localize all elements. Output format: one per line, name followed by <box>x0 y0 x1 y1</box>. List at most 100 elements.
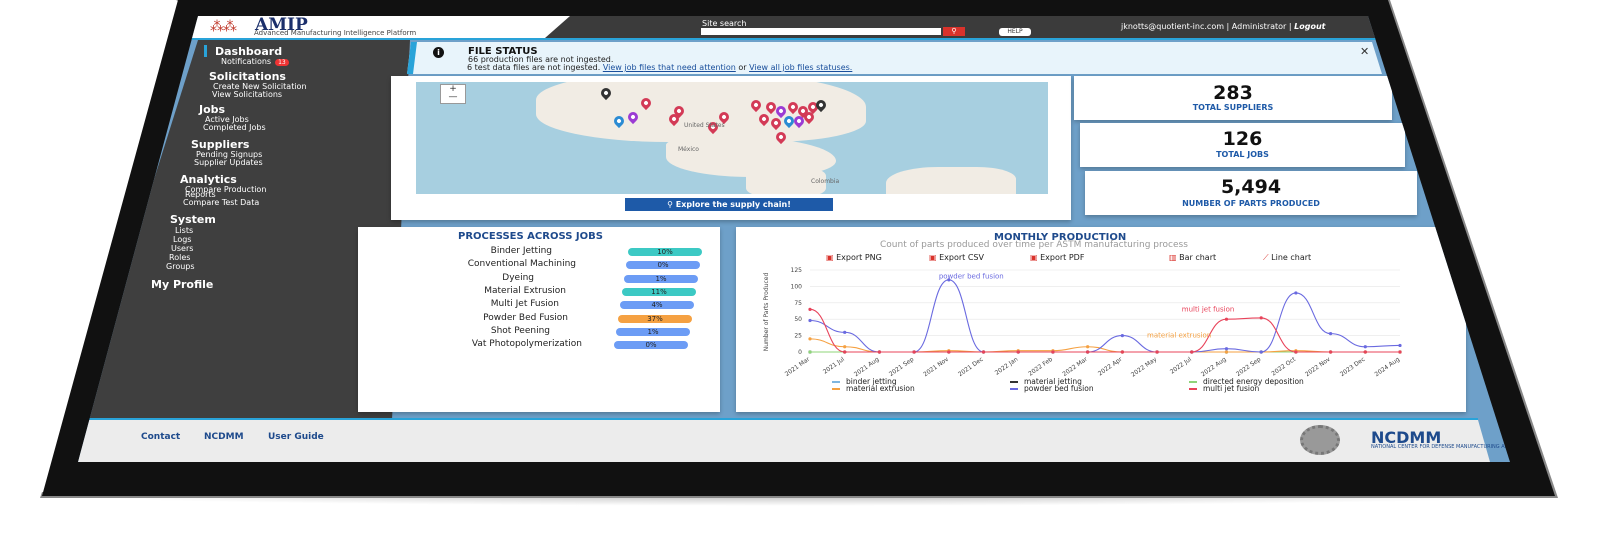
explore-supply-chain-button[interactable]: ⚲ Explore the supply chain! <box>625 198 833 211</box>
sidebar-item-roles[interactable]: Roles <box>169 253 191 262</box>
y-tick-label: 125 <box>791 267 803 274</box>
data-point <box>808 318 812 323</box>
process-name: Binder Jetting <box>490 246 552 256</box>
file-status-line2: 6 test data files are not ingested. View… <box>467 63 852 72</box>
bar-chart-button[interactable]: ▥ Bar chart <box>1169 253 1216 262</box>
x-tick-label: 2021 Mar <box>784 356 812 378</box>
data-point <box>981 350 986 354</box>
help-button[interactable]: HELP <box>999 28 1031 36</box>
view-all-statuses-link[interactable]: View all job files statuses. <box>749 63 853 72</box>
monthly-production-title: MONTHLY PRODUCTION <box>994 232 1127 243</box>
sidebar-item-groups[interactable]: Groups <box>166 262 195 271</box>
zoom-in-icon[interactable]: + <box>449 84 457 94</box>
map-label-mexico: México <box>678 146 699 153</box>
sidebar-item-compare-production-line2[interactable]: Reports <box>185 190 216 199</box>
series-line <box>809 338 1400 353</box>
x-tick-label: 2022 Apr <box>1097 356 1124 378</box>
separator: | <box>1288 22 1292 31</box>
sidebar-item-view-solicitations[interactable]: View Solicitations <box>212 90 283 99</box>
sidebar-item-completed-jobs[interactable]: Completed Jobs <box>203 123 266 132</box>
legend-item[interactable]: powder bed fusion <box>1010 384 1094 393</box>
ncdmm-link[interactable]: NCDMM <box>204 432 244 442</box>
legend-item[interactable]: binder jetting <box>832 377 897 386</box>
sidebar-item-my-profile[interactable]: My Profile <box>151 278 214 291</box>
sidebar-heading-solicitations[interactable]: Solicitations <box>209 70 286 83</box>
sidebar-heading-jobs[interactable]: Jobs <box>199 103 226 116</box>
data-point <box>1086 345 1090 349</box>
data-point <box>808 350 812 354</box>
x-tick-label: 2022 Mar <box>1061 356 1089 378</box>
data-point <box>1224 350 1229 354</box>
sidebar-item-pending-signups[interactable]: Pending Signups <box>196 150 263 159</box>
process-name: Conventional Machining <box>467 259 576 270</box>
logout-link[interactable]: Logout <box>1294 22 1326 31</box>
export-csv-button[interactable]: ▣ Export CSV <box>929 253 984 262</box>
stat-card-suppliers <box>1074 76 1392 120</box>
data-point <box>1363 345 1367 349</box>
search-icon[interactable]: ⚲ <box>943 27 965 36</box>
sidebar-heading-suppliers[interactable]: Suppliers <box>191 138 250 151</box>
legend-item[interactable]: material jetting <box>1010 377 1082 386</box>
data-point <box>947 278 951 282</box>
process-percentage-badge: 4% <box>620 301 694 310</box>
x-tick-label: 2022 Sep <box>1235 356 1263 378</box>
supply-chain-map[interactable]: United States México Colombia <box>416 82 1048 194</box>
legend-item[interactable]: material extrusion <box>832 384 915 393</box>
data-point <box>1016 350 1020 354</box>
y-tick-label: 100 <box>791 283 803 290</box>
csv-icon: ▣ <box>929 253 937 262</box>
contact-link[interactable]: Contact <box>141 432 181 442</box>
data-point <box>808 307 812 311</box>
sidebar-item-users[interactable]: Users <box>171 244 194 253</box>
data-point <box>1224 347 1229 351</box>
bar-chart-label: Bar chart <box>1179 253 1217 262</box>
site-search-input[interactable] <box>701 28 941 35</box>
sidebar-item-compare-test[interactable]: Compare Test Data <box>183 198 260 207</box>
legend-item[interactable]: directed energy deposition <box>1189 377 1304 386</box>
sidebar-item-active-jobs[interactable]: Active Jobs <box>205 115 249 124</box>
sidebar-heading-analytics[interactable]: Analytics <box>180 173 237 186</box>
parts-produced-label: NUMBER OF PARTS PRODUCED <box>1182 199 1320 208</box>
file-status-accent <box>407 42 417 74</box>
sidebar-item-notifications[interactable]: Notifications 13 <box>221 57 289 66</box>
logo-area <box>190 16 570 38</box>
line-chart-button[interactable]: ⟋ Line chart <box>1263 253 1311 263</box>
view-attention-link[interactable]: View job files that need attention <box>602 63 736 72</box>
data-point <box>1398 350 1402 354</box>
app-title[interactable]: AMIP <box>255 15 308 35</box>
stat-card-jobs <box>1080 123 1405 167</box>
notifications-badge: 13 <box>275 59 289 66</box>
legend-swatch <box>1010 381 1018 383</box>
x-tick-label: 2022 Feb <box>1027 356 1054 378</box>
or-text: or <box>738 63 747 72</box>
process-name: Dyeing <box>502 272 534 283</box>
map-zoom-control[interactable]: + — <box>440 84 466 104</box>
legend-item[interactable]: multi jet fusion <box>1189 384 1259 393</box>
sidebar-item-lists[interactable]: Lists <box>175 226 194 235</box>
data-point <box>1363 350 1367 354</box>
footer-divider <box>88 418 1478 420</box>
legend-swatch <box>1189 388 1197 390</box>
export-png-button[interactable]: ▣ Export PNG <box>826 253 882 262</box>
data-point <box>1190 350 1194 354</box>
sidebar-item-label: Notifications <box>221 57 272 66</box>
export-pdf-button[interactable]: ▣ Export PDF <box>1030 253 1084 262</box>
data-point <box>843 345 847 349</box>
export-png-label: Export PNG <box>836 253 882 262</box>
sidebar-item-logs[interactable]: Logs <box>173 235 192 244</box>
user-guide-link[interactable]: User Guide <box>268 432 324 442</box>
sidebar-item-create-solicitation[interactable]: Create New Solicitation <box>213 82 307 91</box>
x-tick-label: 2022 Nov <box>1304 356 1332 379</box>
legend-label: material jetting <box>1024 377 1082 386</box>
sidebar-heading-system[interactable]: System <box>170 213 216 226</box>
zoom-out-icon[interactable]: — <box>448 92 458 102</box>
sidebar-item-label: Compare Production <box>185 185 267 194</box>
data-point <box>947 350 951 354</box>
sidebar-item-supplier-updates[interactable]: Supplier Updates <box>194 158 263 167</box>
ncdmm-gear-icon <box>1300 425 1340 455</box>
monthly-production-chart[interactable]: 0 25 50 75 100 125 Number of Parts Produced 202… <box>760 262 1420 382</box>
sidebar-item-compare-production[interactable]: Compare Production <box>185 185 266 194</box>
sidebar-item-dashboard[interactable]: Dashboard <box>215 45 282 58</box>
ncdmm-logo-subtitle: NATIONAL CENTER FOR DEFENSE MANUFACTURIN… <box>1371 444 1544 450</box>
close-icon[interactable]: ✕ <box>1360 45 1370 58</box>
